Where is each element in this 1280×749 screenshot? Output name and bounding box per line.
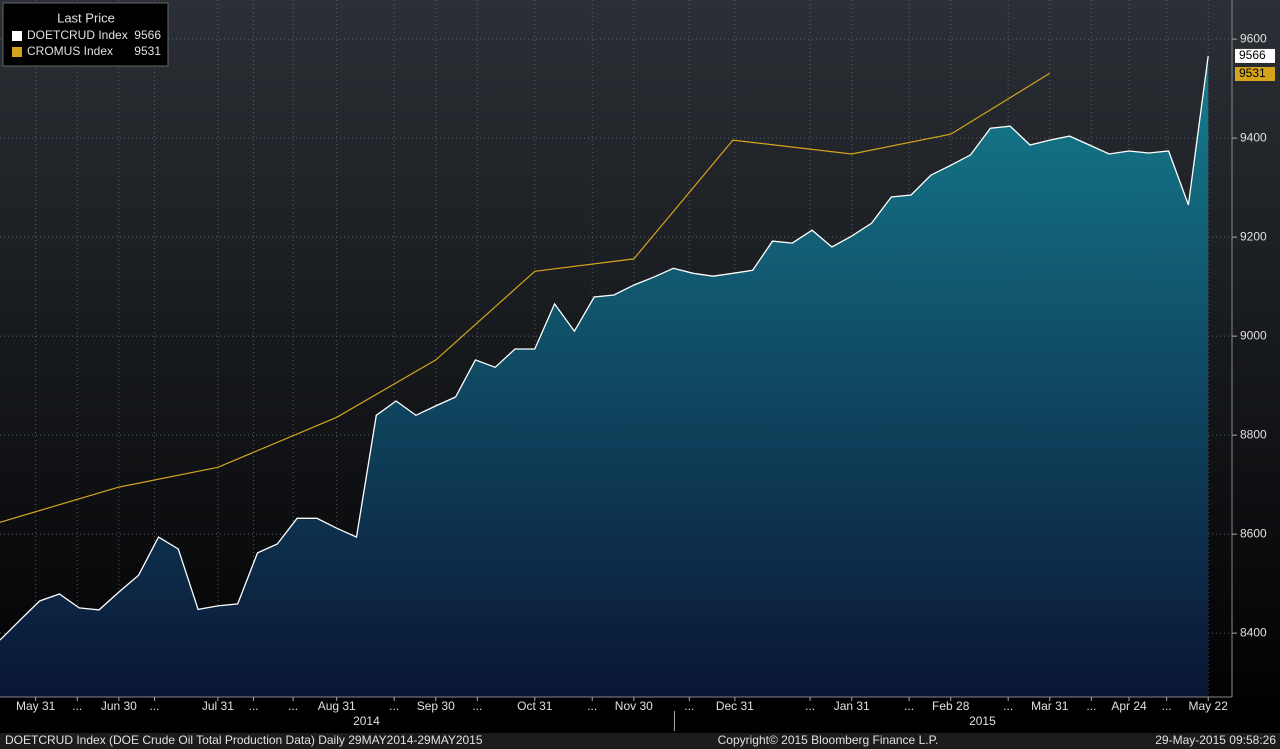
x-tick-label: ... xyxy=(249,699,259,713)
x-tick-label: Sep 30 xyxy=(417,699,455,713)
x-tick-label: Feb 28 xyxy=(932,699,970,713)
x-tick-label: ... xyxy=(149,699,159,713)
x-tick-label: Oct 31 xyxy=(517,699,553,713)
legend: Last Price xyxy=(2,2,169,67)
x-tick-label: ... xyxy=(1086,699,1096,713)
x-tick-label: ... xyxy=(904,699,914,713)
y-tick-label: 9400 xyxy=(1240,130,1267,144)
last-value-label: 9531 xyxy=(1239,66,1266,80)
legend-swatch xyxy=(12,31,22,41)
x-tick-label: ... xyxy=(1162,699,1172,713)
y-tick-label: 9200 xyxy=(1240,229,1267,243)
x-tick-label: ... xyxy=(805,699,815,713)
legend-title: Last Price xyxy=(57,10,115,25)
legend-value: 9531 xyxy=(134,44,161,58)
x-tick-label: ... xyxy=(389,699,399,713)
x-tick-label: Mar 31 xyxy=(1031,699,1069,713)
legend-label: DOETCRUD Index xyxy=(27,28,128,42)
line xyxy=(0,55,1209,641)
x-tick-label: Jan 31 xyxy=(834,699,870,713)
x-tick-label: Nov 30 xyxy=(615,699,653,713)
x-tick-label: May 22 xyxy=(1189,699,1229,713)
axis-background xyxy=(0,697,1280,733)
area xyxy=(0,55,1209,697)
x-tick-label: Dec 31 xyxy=(716,699,754,713)
x-tick-label: Aug 31 xyxy=(318,699,356,713)
y-tick-label: 8800 xyxy=(1240,427,1267,441)
x-tick-label: ... xyxy=(1003,699,1013,713)
legend-label: CROMUS Index xyxy=(27,44,113,58)
x-tick-label: ... xyxy=(288,699,298,713)
x-tick-label: May 31 xyxy=(16,699,56,713)
y-tick-label: 8400 xyxy=(1240,625,1267,639)
legend-swatch xyxy=(12,47,22,57)
legend-value: 9566 xyxy=(134,28,161,42)
y-tick-label: 9600 xyxy=(1240,31,1267,45)
x-tick-label: ... xyxy=(72,699,82,713)
year-label: 2014 xyxy=(353,714,380,728)
last-value-tag xyxy=(1235,67,1275,81)
footer-bar xyxy=(0,733,1280,749)
x-tick-label: Apr 24 xyxy=(1111,699,1147,713)
footer-copyright: Copyright© 2015 Bloomberg Finance L.P. xyxy=(718,733,939,747)
x-tick-label: Jun 30 xyxy=(101,699,137,713)
x-tick-label: ... xyxy=(587,699,597,713)
last-value-tag xyxy=(1235,48,1275,63)
line xyxy=(0,72,1051,523)
last-value-label: 9566 xyxy=(1239,48,1266,62)
x-tick-label: ... xyxy=(684,699,694,713)
x-tick-label: Jul 31 xyxy=(202,699,234,713)
legend-box xyxy=(2,2,169,67)
y-tick-label: 8600 xyxy=(1240,526,1267,540)
year-label: 2015 xyxy=(969,714,996,728)
y-tick-label: 9000 xyxy=(1240,328,1267,342)
x-tick-label: ... xyxy=(472,699,482,713)
footer-description: DOETCRUD Index (DOE Crude Oil Total Prod… xyxy=(5,733,483,747)
footer-timestamp: 29-May-2015 09:58:26 xyxy=(1155,733,1276,747)
